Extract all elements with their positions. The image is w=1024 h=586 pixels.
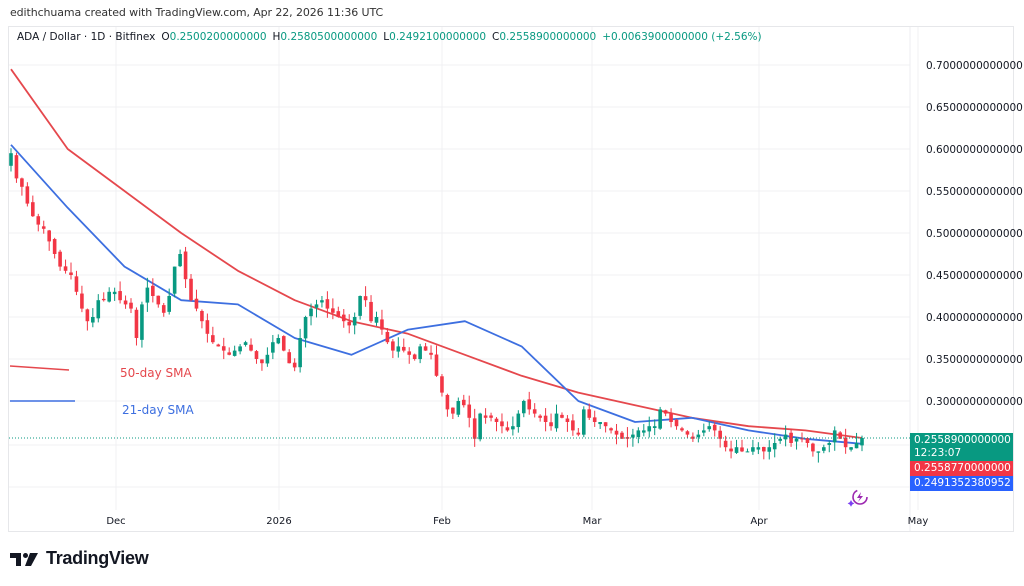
time-tick: Dec bbox=[106, 516, 125, 527]
close-value: 0.2558900000000 bbox=[499, 31, 597, 43]
price-tick: 0.4500000000000 bbox=[926, 270, 1023, 282]
time-tick: Feb bbox=[433, 516, 451, 527]
change-value: +0.0063900000000 (+2.56%) bbox=[602, 31, 762, 43]
symbol-label[interactable]: ADA / Dollar · 1D · Bitfinex bbox=[17, 31, 156, 43]
price-tick: 0.6500000000000 bbox=[926, 102, 1023, 114]
price-tick: 0.3000000000000 bbox=[926, 396, 1023, 408]
last-price-value: 0.2558900000000 bbox=[914, 434, 1011, 446]
low-value: 0.2492100000000 bbox=[389, 31, 487, 43]
sma21-line bbox=[10, 144, 863, 445]
time-tick: Apr bbox=[750, 516, 768, 527]
price-tick: 0.4000000000000 bbox=[926, 312, 1023, 324]
open-value: 0.2500200000000 bbox=[169, 31, 267, 43]
time-axis[interactable]: Dec 2026 Feb Mar Apr May bbox=[106, 516, 928, 527]
chart-credit: edithchuama created with TradingView.com… bbox=[10, 6, 384, 19]
time-tick: 2026 bbox=[266, 516, 291, 527]
high-value: 0.2580500000000 bbox=[280, 31, 378, 43]
candles bbox=[9, 148, 864, 463]
grid-lines bbox=[9, 27, 919, 531]
time-tick: Mar bbox=[583, 516, 603, 527]
price-axis[interactable]: 0.7000000000000 0.6500000000000 0.60000000… bbox=[926, 60, 1023, 408]
tradingview-logo[interactable]: TradingView bbox=[10, 548, 149, 569]
price-tick: 0.7000000000000 bbox=[926, 60, 1023, 72]
price-tick: 0.6000000000000 bbox=[926, 144, 1023, 156]
price-tick: 0.5500000000000 bbox=[926, 186, 1023, 198]
price-tick: 0.5000000000000 bbox=[926, 228, 1023, 240]
replay-lightning-icon[interactable] bbox=[847, 489, 868, 507]
tradingview-logo-icon bbox=[10, 552, 38, 566]
sma50-label: 50-day SMA bbox=[120, 366, 192, 380]
open-label: O bbox=[161, 31, 170, 43]
time-tick: May bbox=[908, 516, 929, 527]
sma21-price-tag: 0.2491352380952 bbox=[910, 476, 1013, 491]
tradingview-wordmark: TradingView bbox=[46, 548, 149, 568]
low-label: L bbox=[383, 31, 390, 43]
sma21-label: 21-day SMA bbox=[122, 403, 194, 417]
ohlc-legend: ADA / Dollar · 1D · Bitfinex O 0.25002000… bbox=[17, 31, 762, 43]
close-label: C bbox=[492, 31, 500, 43]
price-tick: 0.3500000000000 bbox=[926, 354, 1023, 366]
sma50-legend-line bbox=[9, 365, 70, 371]
chart-frame bbox=[8, 26, 1014, 532]
bar-countdown: 12:23:07 bbox=[914, 447, 962, 459]
high-label: H bbox=[272, 31, 281, 43]
sma50-price-tag: 0.2558770000000 bbox=[910, 461, 1013, 476]
last-price-tag: 0.2558900000000 12:23:07 bbox=[910, 433, 1013, 461]
sma50-line bbox=[10, 68, 863, 439]
